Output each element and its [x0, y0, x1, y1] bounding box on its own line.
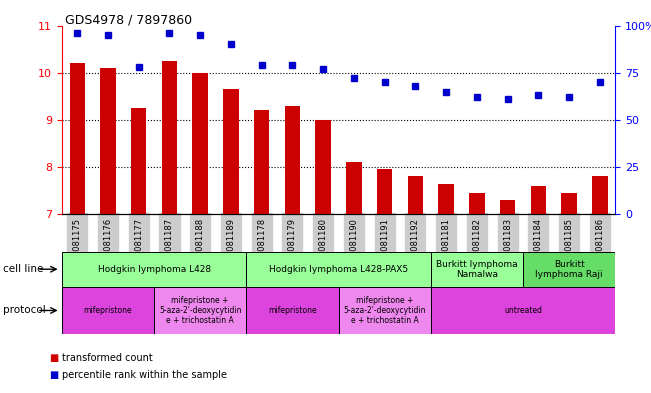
Bar	[246, 252, 431, 287]
Text: ■: ■	[49, 353, 58, 363]
Bar	[408, 176, 423, 214]
Bar	[339, 287, 431, 334]
Bar	[62, 252, 246, 287]
Bar	[438, 184, 454, 214]
Bar	[62, 287, 154, 334]
Bar	[246, 287, 339, 334]
Bar	[431, 252, 523, 287]
Bar	[592, 176, 607, 214]
Text: protocol: protocol	[3, 305, 46, 316]
Bar	[193, 73, 208, 214]
Text: Hodgkin lymphoma L428-PAX5: Hodgkin lymphoma L428-PAX5	[269, 265, 408, 274]
Bar	[469, 193, 484, 214]
Text: untreated: untreated	[504, 306, 542, 315]
Bar	[254, 110, 270, 214]
Bar	[154, 287, 246, 334]
Bar	[131, 108, 146, 214]
Text: ■: ■	[49, 370, 58, 380]
Text: mifepristone +
5-aza-2'-deoxycytidin
e + trichostatin A: mifepristone + 5-aza-2'-deoxycytidin e +…	[159, 296, 242, 325]
Bar	[561, 193, 577, 214]
Bar	[100, 68, 116, 214]
Bar	[377, 169, 393, 214]
Text: mifepristone: mifepristone	[268, 306, 317, 315]
Text: Burkitt lymphoma
Namalwa: Burkitt lymphoma Namalwa	[436, 259, 518, 279]
Bar	[500, 200, 516, 214]
Bar	[70, 63, 85, 214]
Text: percentile rank within the sample: percentile rank within the sample	[62, 370, 227, 380]
Bar	[431, 287, 615, 334]
Bar	[316, 120, 331, 214]
Text: Burkitt
lymphoma Raji: Burkitt lymphoma Raji	[535, 259, 603, 279]
Text: GDS4978 / 7897860: GDS4978 / 7897860	[65, 14, 192, 27]
Bar	[346, 162, 361, 214]
Text: Hodgkin lymphoma L428: Hodgkin lymphoma L428	[98, 265, 211, 274]
Text: mifepristone: mifepristone	[83, 306, 132, 315]
Text: mifepristone +
5-aza-2'-deoxycytidin
e + trichostatin A: mifepristone + 5-aza-2'-deoxycytidin e +…	[343, 296, 426, 325]
Bar	[223, 89, 239, 214]
Bar	[523, 252, 615, 287]
Text: cell line: cell line	[3, 264, 44, 274]
Bar	[284, 106, 300, 214]
Bar	[161, 61, 177, 214]
Bar	[531, 186, 546, 214]
Text: transformed count: transformed count	[62, 353, 152, 363]
